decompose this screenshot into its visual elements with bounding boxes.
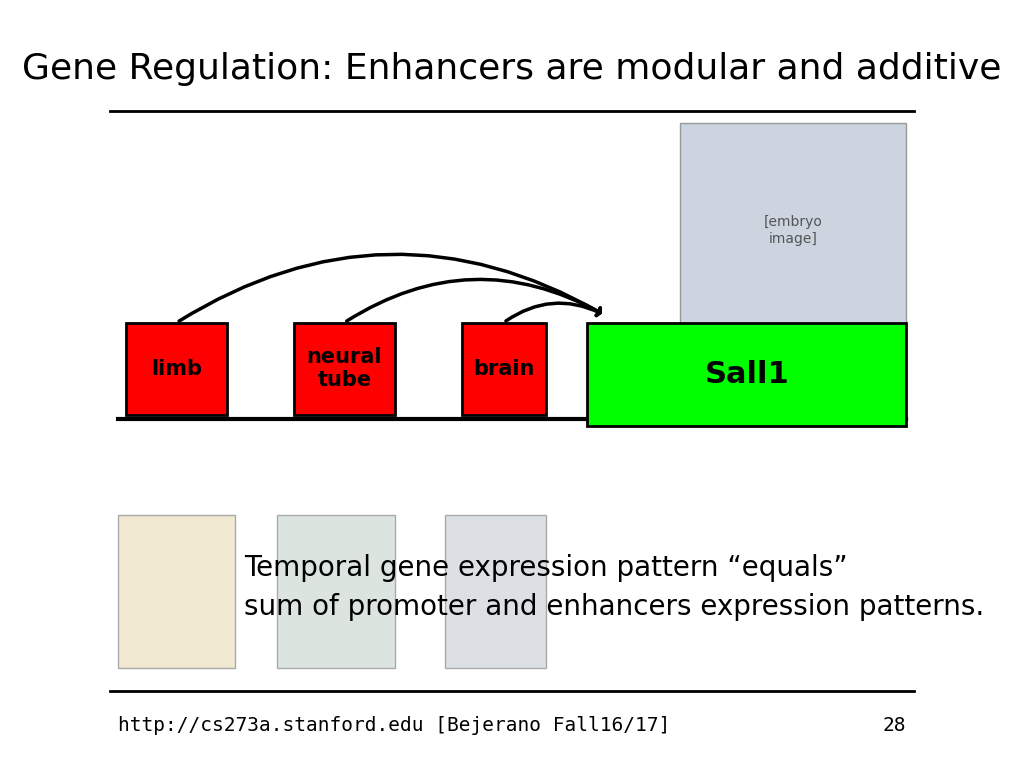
FancyBboxPatch shape — [680, 123, 906, 338]
FancyBboxPatch shape — [294, 323, 394, 415]
Text: http://cs273a.stanford.edu [Bejerano Fall16/17]: http://cs273a.stanford.edu [Bejerano Fal… — [118, 717, 671, 735]
FancyBboxPatch shape — [118, 515, 236, 668]
FancyBboxPatch shape — [278, 515, 394, 668]
Text: limb: limb — [152, 359, 202, 379]
Text: Sall1: Sall1 — [705, 360, 790, 389]
Text: Gene Regulation: Enhancers are modular and additive: Gene Regulation: Enhancers are modular a… — [23, 52, 1001, 86]
Text: Temporal gene expression pattern “equals”: Temporal gene expression pattern “equals… — [244, 554, 848, 582]
FancyBboxPatch shape — [462, 323, 546, 415]
FancyBboxPatch shape — [445, 515, 546, 668]
Text: [embryo
image]: [embryo image] — [763, 215, 822, 246]
FancyBboxPatch shape — [126, 323, 227, 415]
Text: brain: brain — [473, 359, 535, 379]
Text: neural
tube: neural tube — [306, 347, 382, 390]
Text: 28: 28 — [883, 717, 906, 735]
FancyBboxPatch shape — [588, 323, 906, 426]
Text: sum of promoter and enhancers expression patterns.: sum of promoter and enhancers expression… — [244, 593, 984, 621]
